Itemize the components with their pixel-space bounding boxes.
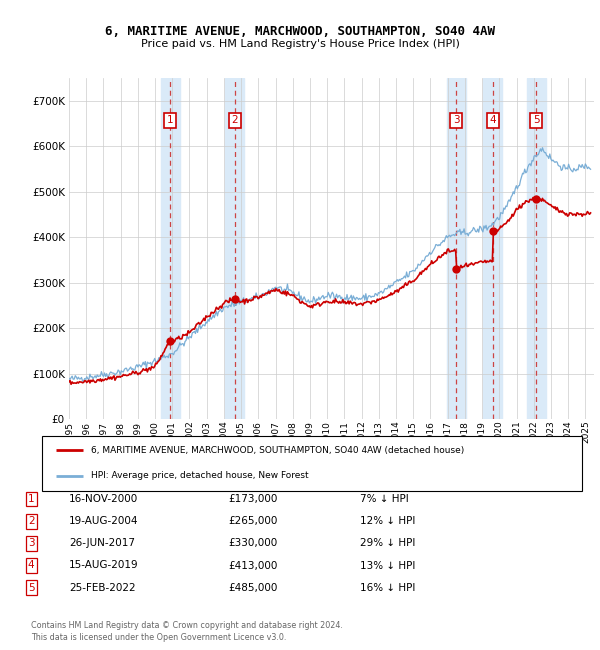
Bar: [484, 78, 502, 419]
Text: 6, MARITIME AVENUE, MARCHWOOD, SOUTHAMPTON, SO40 4AW: 6, MARITIME AVENUE, MARCHWOOD, SOUTHAMPT…: [105, 25, 495, 38]
Text: Contains HM Land Registry data © Crown copyright and database right 2024.
This d: Contains HM Land Registry data © Crown c…: [31, 621, 343, 642]
Text: 26-JUN-2017: 26-JUN-2017: [69, 538, 135, 549]
Text: HPI: Average price, detached house, New Forest: HPI: Average price, detached house, New …: [91, 471, 308, 480]
Text: £173,000: £173,000: [228, 494, 277, 504]
Text: 16% ↓ HPI: 16% ↓ HPI: [360, 582, 415, 593]
Text: 5: 5: [533, 115, 539, 125]
Text: £413,000: £413,000: [228, 560, 277, 571]
Text: 3: 3: [453, 115, 460, 125]
Bar: [225, 78, 244, 419]
Text: 4: 4: [490, 115, 496, 125]
Text: 1: 1: [28, 494, 35, 504]
Text: 13% ↓ HPI: 13% ↓ HPI: [360, 560, 415, 571]
Text: £265,000: £265,000: [228, 516, 277, 526]
Text: Price paid vs. HM Land Registry's House Price Index (HPI): Price paid vs. HM Land Registry's House …: [140, 39, 460, 49]
Text: 29% ↓ HPI: 29% ↓ HPI: [360, 538, 415, 549]
Text: 4: 4: [28, 560, 35, 571]
Text: 16-NOV-2000: 16-NOV-2000: [69, 494, 138, 504]
Text: £330,000: £330,000: [228, 538, 277, 549]
Text: 6, MARITIME AVENUE, MARCHWOOD, SOUTHAMPTON, SO40 4AW (detached house): 6, MARITIME AVENUE, MARCHWOOD, SOUTHAMPT…: [91, 446, 464, 455]
Text: 12% ↓ HPI: 12% ↓ HPI: [360, 516, 415, 526]
Text: 1: 1: [167, 115, 173, 125]
Bar: [161, 78, 179, 419]
Bar: [446, 78, 466, 419]
Text: 7% ↓ HPI: 7% ↓ HPI: [360, 494, 409, 504]
Text: 25-FEB-2022: 25-FEB-2022: [69, 582, 136, 593]
Text: 19-AUG-2004: 19-AUG-2004: [69, 516, 139, 526]
FancyBboxPatch shape: [42, 436, 582, 491]
Text: £485,000: £485,000: [228, 582, 277, 593]
Text: 15-AUG-2019: 15-AUG-2019: [69, 560, 139, 571]
Bar: [527, 78, 546, 419]
Text: 2: 2: [28, 516, 35, 526]
Text: 5: 5: [28, 582, 35, 593]
Text: 3: 3: [28, 538, 35, 549]
Text: 2: 2: [232, 115, 238, 125]
